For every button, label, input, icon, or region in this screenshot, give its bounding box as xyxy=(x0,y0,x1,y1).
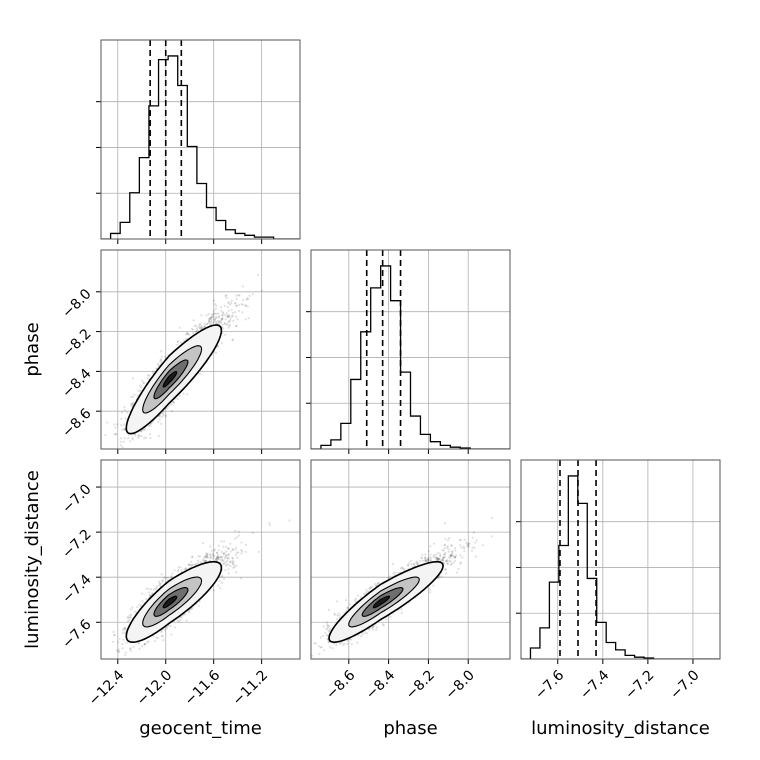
y-axis-label-luminosity_distance: luminosity_distance xyxy=(22,470,43,649)
x-tick-label-1: −12.0 xyxy=(134,667,176,709)
y-tick-label-3: −8.0 xyxy=(59,286,94,321)
y-tick-label-0: −7.6 xyxy=(59,617,94,652)
contour-3 xyxy=(162,371,178,388)
contour-3 xyxy=(372,595,391,609)
y-tick-label-3: −7.0 xyxy=(59,481,94,516)
panel-phase-vs-phase xyxy=(306,249,511,454)
x-tick-label-0: −12.4 xyxy=(86,667,128,709)
panel-frame xyxy=(520,459,721,660)
panel-phase-vs-geocent_time: −8.6 −8.4 −8.2 −8.0 phase xyxy=(22,249,301,454)
x-tick-label-3: −11.2 xyxy=(230,667,272,709)
x-tick-label-3: −7.0 xyxy=(667,667,702,702)
y-tick-label-2: −8.2 xyxy=(59,326,94,361)
panel-geocent_time-vs-geocent_time xyxy=(96,39,301,244)
y-tick-label-0: −8.6 xyxy=(59,405,94,440)
x-tick-label-0: −7.6 xyxy=(532,667,567,702)
panel-frame xyxy=(310,249,511,450)
y-tick-label-1: −7.4 xyxy=(59,571,94,606)
panel-frame xyxy=(100,459,301,660)
x-tick-label-2: −8.2 xyxy=(403,667,438,702)
contour-3 xyxy=(162,595,178,609)
histogram-geocent_time xyxy=(101,55,300,239)
y-tick-label-1: −8.4 xyxy=(59,366,94,401)
panel-frame xyxy=(310,459,511,660)
x-tick-label-1: −8.4 xyxy=(363,667,398,702)
x-tick-label-3: −8.0 xyxy=(443,667,478,702)
x-tick-label-2: −11.6 xyxy=(182,667,224,709)
panel-frame xyxy=(100,39,301,240)
x-tick-label-0: −8.6 xyxy=(323,667,358,702)
x-tick-label-2: −7.2 xyxy=(622,667,657,702)
panel-luminosity_distance-vs-luminosity_distance: −7.6 −7.4 −7.2 −7.0 luminosity_distance xyxy=(516,459,721,739)
histogram-luminosity_distance xyxy=(521,475,720,659)
panel-frame xyxy=(100,249,301,450)
x-axis-label-luminosity_distance: luminosity_distance xyxy=(531,718,710,739)
panel-luminosity_distance-vs-geocent_time: −7.6 −7.4 −7.2 −7.0 −12.4 −12.0 −11.6 −11.2 geoc… xyxy=(22,459,301,739)
y-axis-label-phase: phase xyxy=(22,322,43,376)
x-axis-label-geocent_time: geocent_time xyxy=(139,718,262,739)
panel-luminosity_distance-vs-phase: −8.6 −8.4 −8.2 −8.0 phase xyxy=(310,459,511,739)
y-tick-label-2: −7.2 xyxy=(59,526,94,561)
x-tick-label-1: −7.4 xyxy=(577,667,612,702)
x-axis-label-phase: phase xyxy=(383,718,437,739)
